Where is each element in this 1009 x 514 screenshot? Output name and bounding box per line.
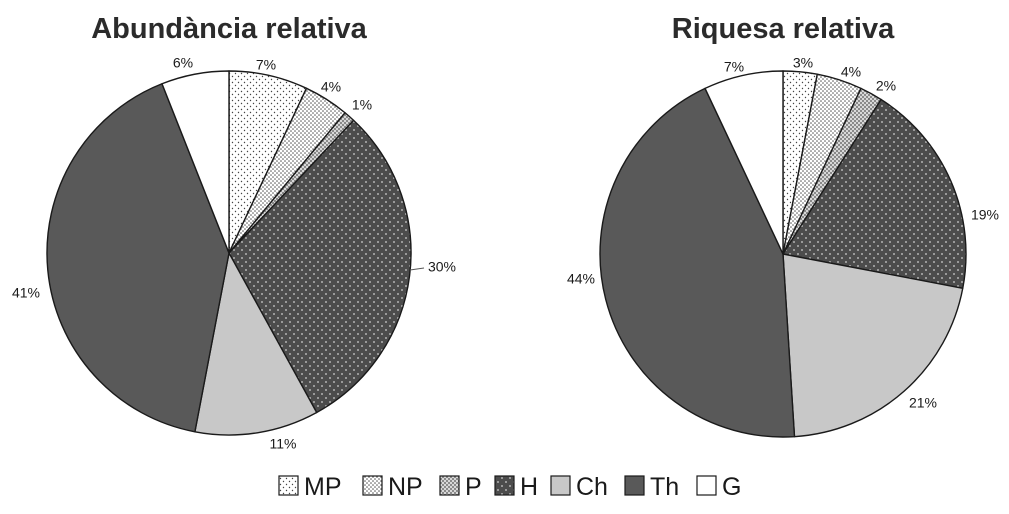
data-label-ch: 11% bbox=[270, 436, 297, 452]
pie-labels: 7% 4% 1% 30% 11% 41% 6% bbox=[12, 55, 456, 452]
legend: MP NP P H Ch Th G bbox=[278, 473, 741, 501]
legend-label-th: Th bbox=[650, 473, 679, 501]
legend-label-ch: Ch bbox=[576, 473, 608, 501]
legend-swatch-np bbox=[362, 475, 383, 496]
legend-label-np: NP bbox=[388, 473, 423, 501]
data-label-h: 30% bbox=[428, 259, 456, 275]
data-label-p: 2% bbox=[876, 78, 896, 94]
pie-slice-th bbox=[46, 83, 230, 433]
pie-chart-abundancia: Abundància relativa 7% 4% 1% 30% 11% 41% 6% bbox=[12, 13, 456, 452]
data-label-mp: 7% bbox=[256, 57, 276, 73]
pie-slice-g bbox=[704, 70, 784, 255]
pie-slice-h bbox=[782, 98, 967, 289]
pie-slice-ch bbox=[782, 253, 964, 438]
legend-swatch-h bbox=[494, 475, 515, 496]
legend-swatch-mp bbox=[278, 475, 299, 496]
legend-label-p: P bbox=[465, 473, 482, 501]
pie-slice-ch bbox=[194, 252, 318, 436]
legend-label-h: H bbox=[520, 473, 538, 501]
pie-slices bbox=[599, 70, 967, 438]
data-label-p: 1% bbox=[352, 97, 372, 113]
legend-swatch-g bbox=[696, 475, 717, 496]
pie-slice-h bbox=[228, 119, 412, 414]
legend-swatch-ch bbox=[550, 475, 571, 496]
legend-swatch-th bbox=[624, 475, 645, 496]
data-label-ch: 21% bbox=[909, 395, 937, 411]
pie-chart-riquesa: Riquesa relativa 3% 4% 2% 19% 21% 44% 7% bbox=[567, 13, 999, 438]
leader-line bbox=[409, 267, 425, 271]
data-label-np: 4% bbox=[321, 79, 341, 95]
data-label-g: 7% bbox=[724, 59, 744, 75]
pie-slice-g bbox=[161, 70, 230, 254]
legend-label-g: G bbox=[722, 473, 741, 501]
data-label-mp: 3% bbox=[793, 55, 813, 71]
legend-label-mp: MP bbox=[304, 473, 342, 501]
pie-slices bbox=[46, 70, 412, 436]
data-label-np: 4% bbox=[841, 64, 861, 80]
data-label-th: 44% bbox=[567, 271, 595, 287]
chart-title: Riquesa relativa bbox=[672, 13, 895, 45]
legend-swatch-p bbox=[439, 475, 460, 496]
data-label-th: 41% bbox=[12, 285, 40, 301]
pie-labels: 3% 4% 2% 19% 21% 44% 7% bbox=[567, 55, 999, 411]
data-label-h: 19% bbox=[971, 207, 999, 223]
chart-title: Abundància relativa bbox=[91, 13, 367, 45]
data-label-g: 6% bbox=[173, 55, 193, 71]
